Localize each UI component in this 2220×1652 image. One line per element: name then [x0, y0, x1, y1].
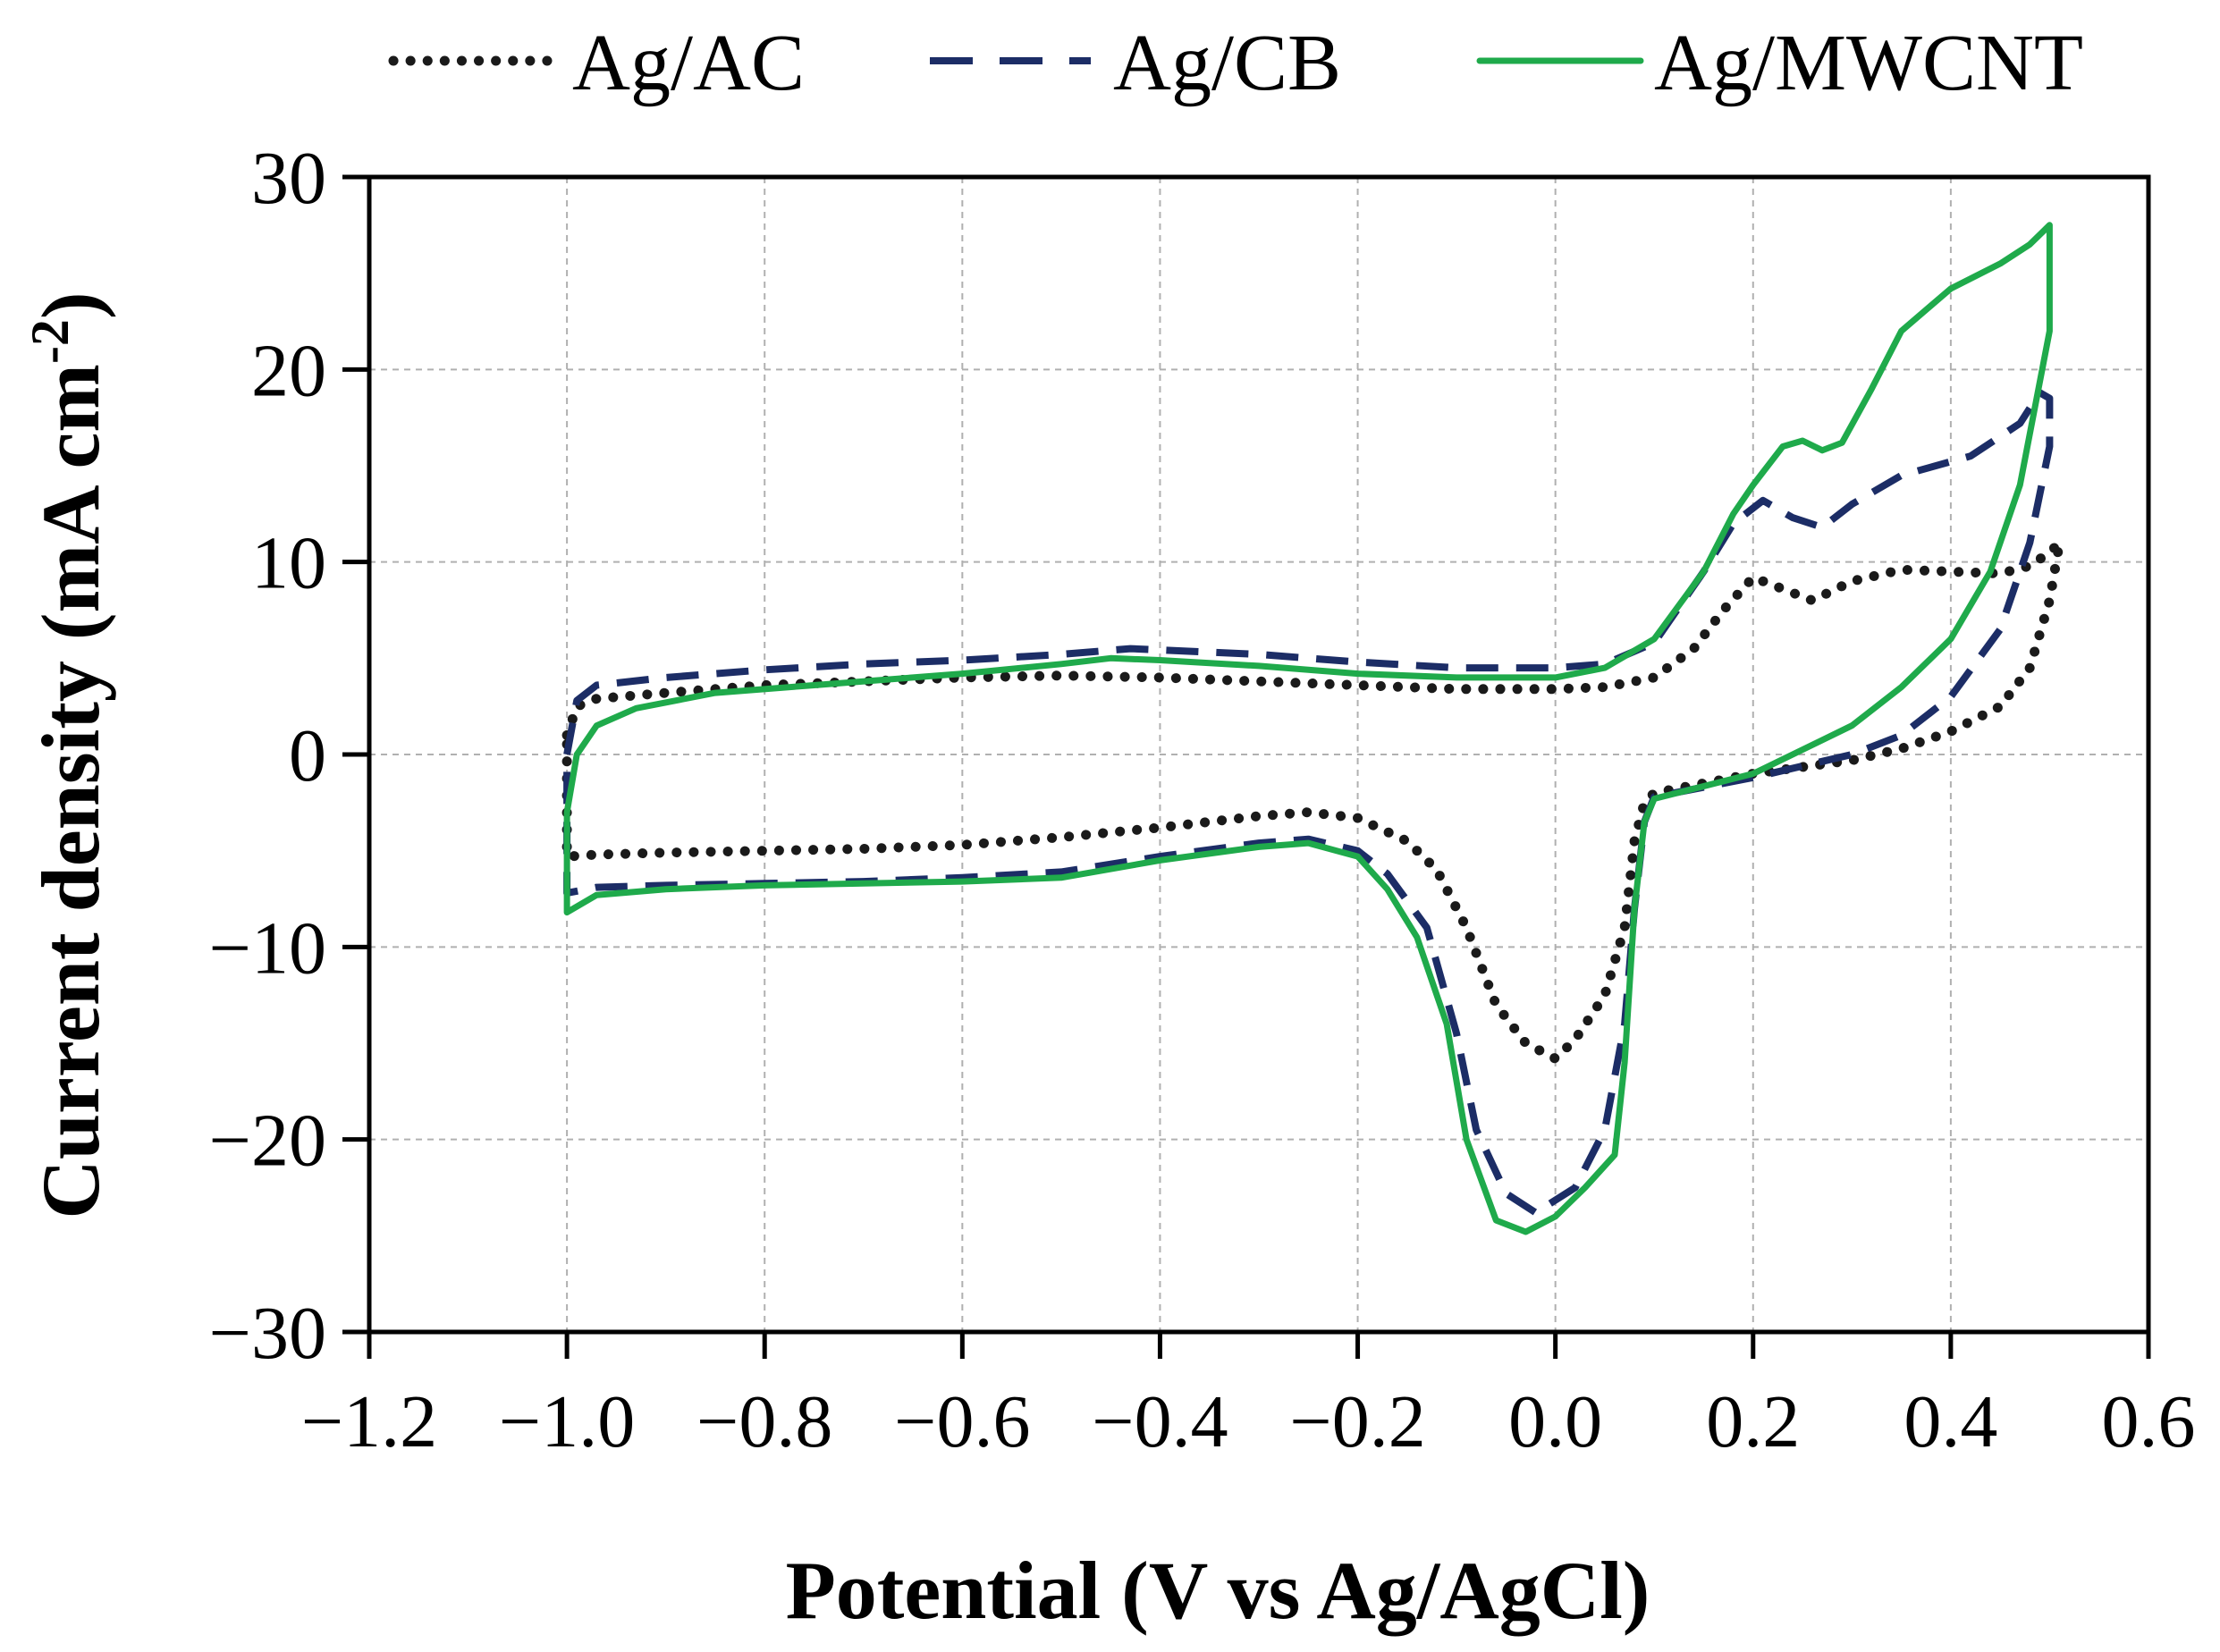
x-tick-label: −1.0: [499, 1380, 635, 1463]
x-tick-label: −0.2: [1289, 1380, 1425, 1463]
y-tick-label: −30: [209, 1292, 326, 1375]
series-line-ag-ac: [561, 537, 2064, 1064]
y-axis-label-sup: -2: [21, 319, 80, 364]
x-tick-label: −0.6: [894, 1380, 1030, 1463]
legend: Ag/AC Ag/CB Ag/MWCNT: [388, 19, 2083, 107]
series-line-ag-mwcnt: [563, 222, 2053, 1235]
x-tick-label: 0.6: [2102, 1380, 2196, 1463]
data-series: [561, 222, 2064, 1235]
y-tick-label: 20: [251, 329, 326, 412]
x-tick-label: −0.8: [696, 1380, 832, 1463]
y-axis-ticks: −30 −20 −10 0 10 20 30: [209, 137, 369, 1375]
y-tick-label: 10: [251, 522, 326, 605]
x-tick-label: 0.2: [1706, 1380, 1800, 1463]
y-tick-label: 0: [289, 714, 326, 797]
legend-label: Ag/CB: [1113, 19, 1341, 107]
y-axis-label-close: ): [25, 291, 116, 319]
x-tick-label: −1.2: [301, 1380, 437, 1463]
x-axis-ticks: −1.2 −1.0 −0.8 −0.6 −0.4 −0.2 0.0 0.2 0.4 0.6: [301, 1332, 2196, 1463]
x-tick-label: −0.4: [1092, 1380, 1228, 1463]
legend-label: Ag/AC: [572, 19, 805, 107]
y-axis-label: Current density (mA cm-2): [21, 291, 116, 1218]
y-tick-label: −10: [209, 906, 326, 990]
y-tick-label: 30: [251, 137, 326, 220]
series-line-ag-cb: [563, 389, 2054, 1217]
y-tick-label: −20: [209, 1100, 326, 1183]
legend-label: Ag/MWCNT: [1654, 19, 2083, 107]
y-axis-label-main: Current density (mA cm: [25, 364, 116, 1219]
grid-lines: [369, 177, 2148, 1332]
x-tick-label: 0.0: [1508, 1380, 1602, 1463]
x-tick-label: 0.4: [1903, 1380, 1997, 1463]
x-axis-label: Potential (V vs Ag/AgCl): [786, 1545, 1650, 1636]
